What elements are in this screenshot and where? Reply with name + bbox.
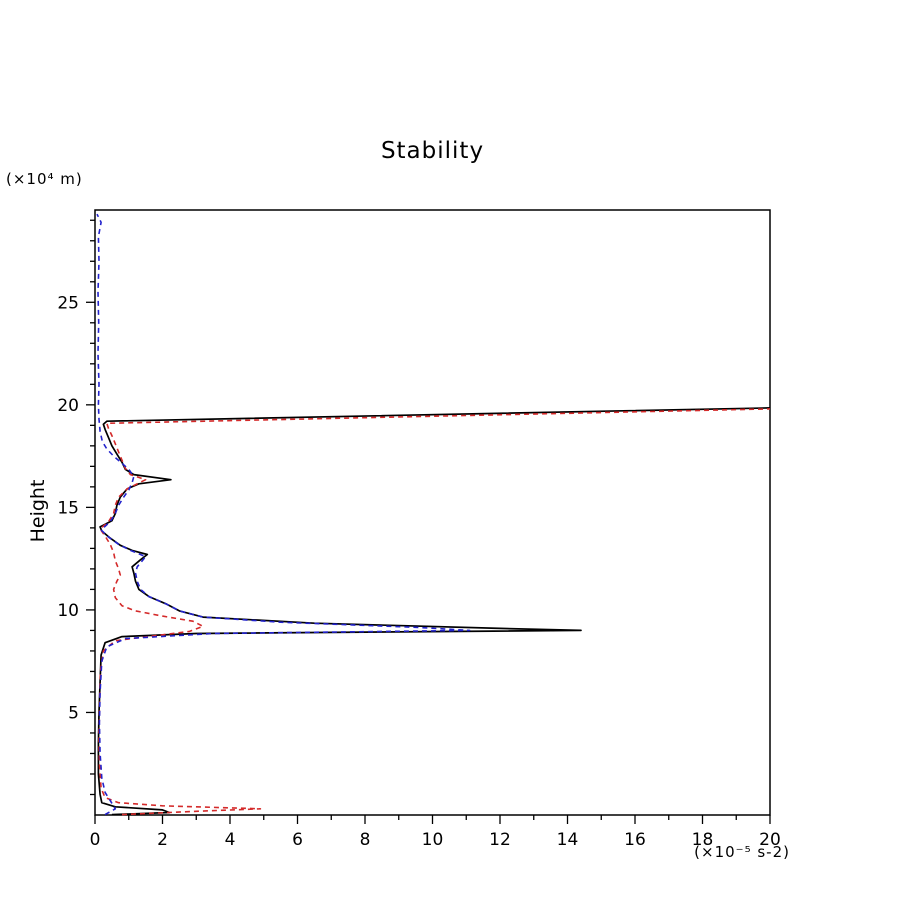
x-tick-label: 8 <box>360 830 371 850</box>
x-tick-label: 14 <box>557 830 579 850</box>
x-tick-label: 18 <box>692 830 714 850</box>
x-tick-label: 4 <box>225 830 236 850</box>
chart-title: Stability <box>380 138 485 164</box>
series-red-dashed <box>98 408 771 816</box>
x-tick-label: 20 <box>759 830 781 850</box>
series-blue-dashed <box>96 213 471 816</box>
y-tick-label: 20 <box>57 396 79 416</box>
y-tick-label: 25 <box>57 293 79 313</box>
x-tick-label: 16 <box>624 830 646 850</box>
x-tick-label: 6 <box>292 830 303 850</box>
y-tick-label: 15 <box>57 498 79 518</box>
x-tick-label: 0 <box>90 830 101 850</box>
x-axis-unit-label: (×10⁻⁵ s-2) <box>694 843 790 861</box>
x-tick-label: 12 <box>489 830 511 850</box>
x-tick-label: 2 <box>157 830 168 850</box>
plot-frame <box>94 209 771 816</box>
y-tick-label: 5 <box>68 703 79 723</box>
y-tick-label: 10 <box>57 601 79 621</box>
series-black-solid <box>97 407 771 816</box>
y-axis-unit-label: (×10⁴ m) <box>6 170 83 188</box>
x-tick-label: 10 <box>422 830 444 850</box>
